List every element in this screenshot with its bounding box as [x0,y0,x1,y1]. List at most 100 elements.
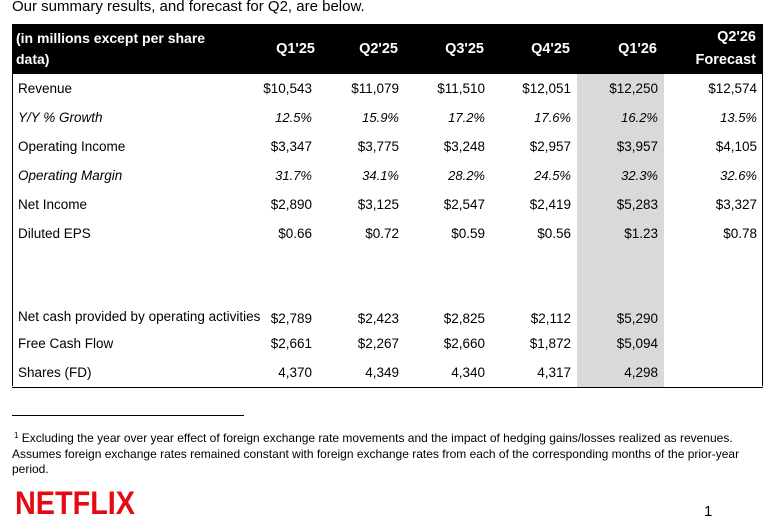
cell-value: $0.59 [451,226,485,241]
cell-value: 24.5% [534,168,571,183]
column-header-q4-25: Q4'25 [491,24,577,74]
row-label: Operating Margin [18,168,123,183]
cell-value: $3,775 [357,139,399,154]
cell-value [664,329,763,358]
cell-value-highlighted: 32.3% [577,161,664,190]
netflix-logo: NETFLIX [15,484,137,523]
row-net-cash-operating: Net cash provided by operating activitie… [12,282,763,329]
cell-value: $3,327 [715,197,757,212]
cell-value: $2,661 [270,336,312,351]
cell-value: $2,419 [529,197,571,212]
header-units-label: (in millions except per share data) [16,30,206,67]
cell-value: 31.7% [275,168,312,183]
cell-value [664,282,763,329]
cell-value: $2,890 [270,197,312,212]
row-operating-income: Operating Income $3,347 $3,775 $3,248 $2… [12,132,763,161]
cell-value: 34.1% [362,168,399,183]
row-label: Revenue [18,81,73,96]
cell-value: $3,248 [443,139,485,154]
cell-value: 12.5% [275,110,312,125]
row-shares-fd: Shares (FD) 4,370 4,349 4,340 4,317 4,29… [12,358,763,388]
cell-value: $2,547 [443,197,485,212]
cell-value: 4,349 [318,358,405,388]
row-net-income: Net Income $2,890 $3,125 $2,547 $2,419 $… [12,190,763,219]
cell-value: 32.6% [720,168,757,183]
cell-value: 17.2% [448,110,485,125]
cell-value: 28.2% [448,168,485,183]
cell-value: $12,051 [522,81,571,96]
summary-results-table: (in millions except per share data) Q1'2… [12,24,763,388]
row-revenue: Revenue $10,543 $11,079 $11,510 $12,051 … [12,74,763,103]
column-header-q1-26: Q1'26 [577,24,664,74]
column-header-label: Q2'25 [359,40,398,57]
row-label: Free Cash Flow [18,336,114,351]
cell-value: $0.78 [723,226,757,241]
footnote-marker: 1 [14,431,19,440]
row-operating-margin: Operating Margin 31.7% 34.1% 28.2% 24.5%… [12,161,763,190]
cell-value: $1,872 [529,336,571,351]
cell-value: $0.66 [278,226,312,241]
cell-value: $3,125 [357,197,399,212]
cell-value-highlighted: $5,283 [577,190,664,219]
cell-value: $11,510 [437,81,485,96]
column-header-q2-25: Q2'25 [318,24,405,74]
column-header-q1-25: Q1'25 [226,24,318,74]
row-label: Shares (FD) [12,358,226,388]
footnote-divider [12,415,244,416]
cell-value: 4,370 [226,358,318,388]
cell-value-highlighted: $12,250 [577,74,664,103]
cell-value: $2,825 [443,311,485,326]
cell-value: $4,105 [715,139,757,154]
column-header-label: Q1'25 [276,40,315,57]
footnote-text: Excluding the year over year effect of f… [12,431,740,476]
row-label: Diluted EPS [18,226,91,241]
cell-value-highlighted: 4,298 [577,358,664,388]
cell-value: $0.56 [537,226,571,241]
cell-value: 4,317 [491,358,577,388]
column-header-q3-25: Q3'25 [405,24,491,74]
cell-value-highlighted: $5,290 [577,282,664,329]
footnote: 1 Excluding the year over year effect of… [12,428,742,478]
table-left-border [12,74,13,386]
cell-value [664,358,763,388]
netflix-logo-mark: NETFLIX [15,485,136,521]
column-header-line1: Q2'26 [717,29,756,45]
cell-value: $10,543 [263,81,312,96]
row-label: Net Income [18,197,88,212]
cell-value-highlighted: $3,957 [577,132,664,161]
spacer-row [12,248,763,282]
cell-value: $2,267 [357,336,399,351]
table-header-row: (in millions except per share data) Q1'2… [12,24,763,74]
logo-wordmark: NETFLIX [15,485,136,518]
cell-value: $3,347 [270,139,312,154]
page-number: 1 [704,503,713,520]
column-header-label: Q4'25 [531,40,570,57]
cell-value: $2,660 [443,336,485,351]
row-label: Y/Y % Growth [18,110,103,125]
cell-value: $11,079 [351,81,399,96]
row-label: Operating Income [18,139,126,154]
table-right-border [762,74,763,386]
cell-value: $2,957 [529,139,571,154]
intro-text: Our summary results, and forecast for Q2… [12,0,365,15]
row-diluted-eps: Diluted EPS $0.66 $0.72 $0.59 $0.56 $1.2… [12,219,763,248]
cell-value: 4,340 [405,358,491,388]
row-free-cash-flow: Free Cash Flow $2,661 $2,267 $2,660 $1,8… [12,329,763,358]
cell-value: $0.72 [365,226,399,241]
row-label: Net cash provided by operating activitie… [18,309,261,324]
column-header-q2-26-forecast: Q2'26 Forecast [664,24,763,74]
cell-value: 17.6% [534,110,571,125]
column-header-label: Q1'26 [618,40,657,57]
cell-value-highlighted: $1.23 [577,219,664,248]
cell-value: $2,112 [530,311,571,326]
cell-value-highlighted: 16.2% [577,103,664,132]
cell-value: $2,789 [270,311,312,326]
cell-value: 13.5% [720,110,757,125]
cell-value: $2,423 [357,311,399,326]
cell-value-highlighted: $5,094 [577,329,664,358]
column-header-line2: Forecast [695,52,756,68]
cell-value: $12,574 [708,81,757,96]
row-yy-growth: Y/Y % Growth 12.5% 15.9% 17.2% 17.6% 16.… [12,103,763,132]
column-header-label: Q3'25 [445,40,484,57]
cell-value: 15.9% [362,110,399,125]
